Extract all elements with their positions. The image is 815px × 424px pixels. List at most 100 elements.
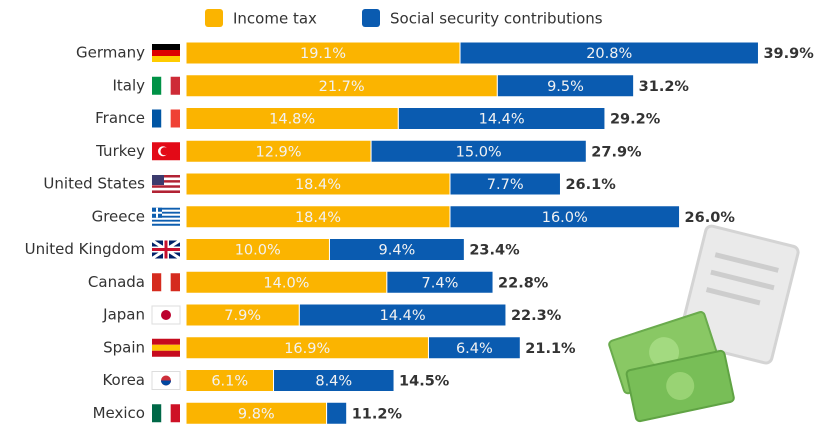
legend-label: Social security contributions (390, 10, 603, 28)
category-label: Germany (76, 44, 145, 62)
flag-part (152, 175, 164, 185)
value-label: 10.0% (235, 243, 281, 259)
flag-part (161, 109, 171, 128)
category-label: France (95, 109, 145, 127)
flag-part (152, 175, 180, 178)
category-label: Japan (102, 306, 145, 324)
flag-part (152, 223, 180, 226)
flag-part (170, 404, 180, 423)
flag (152, 404, 180, 423)
value-label: 7.7% (487, 177, 524, 193)
bar-segment (449, 205, 681, 229)
total-label: 23.4% (469, 243, 520, 259)
flag-part (170, 109, 180, 128)
flag-part (152, 211, 180, 214)
flag-part (152, 50, 180, 56)
value-label: 15.0% (456, 144, 502, 160)
value-label: 14.4% (479, 112, 525, 128)
value-label: 16.0% (542, 210, 588, 226)
flag-part (161, 310, 171, 320)
value-label: 12.9% (256, 144, 302, 160)
bar-segment (427, 336, 521, 360)
flag (151, 305, 181, 325)
flag (152, 207, 180, 226)
total-label: 22.3% (511, 308, 562, 324)
total-label: 14.5% (399, 374, 450, 390)
total-label: 31.2% (639, 79, 690, 95)
flag-part (151, 371, 181, 390)
category-label: Turkey (95, 142, 145, 160)
flag-part (152, 338, 180, 345)
value-label: 7.4% (422, 275, 459, 291)
value-label: 21.7% (319, 79, 365, 95)
flag-part (160, 147, 169, 156)
flag-part (152, 404, 162, 423)
flag-part (152, 344, 180, 351)
category-label: Greece (92, 207, 145, 225)
value-label: 19.1% (300, 46, 346, 62)
value-label: 9.5% (547, 79, 584, 95)
flag-part (152, 56, 180, 62)
legend-swatch (362, 9, 380, 27)
flag (151, 239, 181, 260)
bar-segment (386, 270, 494, 294)
flag-part (152, 180, 180, 183)
flag (152, 142, 180, 161)
flag-part (152, 350, 180, 357)
bar-segment (326, 401, 348, 424)
category-label: Mexico (93, 404, 145, 422)
value-label: 8.4% (315, 374, 352, 390)
value-label: 7.9% (224, 308, 261, 324)
flag-part (152, 182, 180, 186)
flag-part (152, 219, 180, 222)
category-label: Spain (103, 338, 145, 356)
value-label: 18.4% (295, 177, 341, 193)
total-label: 39.9% (763, 46, 814, 62)
bar-segment (397, 107, 606, 130)
total-label: 26.0% (685, 210, 736, 226)
flag-part (152, 177, 180, 181)
flag-part (152, 273, 162, 292)
value-label: 20.8% (586, 46, 632, 62)
value-label: 14.0% (263, 275, 309, 291)
bar-segment (370, 139, 587, 163)
total-label: 27.9% (591, 144, 642, 160)
value-label: 14.8% (269, 112, 315, 128)
legend-swatch (205, 9, 223, 27)
value-label: 6.1% (211, 374, 248, 390)
total-label: 21.1% (525, 341, 576, 357)
bar-segment (328, 238, 465, 261)
flag-part (152, 187, 180, 191)
value-label: 9.4% (378, 243, 415, 259)
flag (152, 109, 180, 128)
legend-label: Income tax (233, 10, 317, 28)
flag-part (152, 217, 180, 220)
value-label: 14.4% (380, 308, 426, 324)
value-label: 18.4% (295, 210, 341, 226)
category-label: United Kingdom (25, 240, 145, 258)
value-label: 16.9% (284, 341, 330, 357)
flag-part (152, 209, 180, 212)
flag-part (152, 76, 162, 95)
flag-part (152, 109, 162, 128)
flag-part (161, 76, 171, 95)
total-label: 29.2% (610, 112, 661, 128)
bar-segment (449, 172, 561, 196)
bar-segment (273, 369, 395, 392)
flag (152, 175, 180, 193)
value-label: 9.8% (238, 406, 275, 422)
flag-part (152, 211, 162, 214)
flag-part (152, 221, 180, 224)
flag (152, 338, 180, 357)
total-label: 26.1% (565, 177, 616, 193)
flag-part (161, 404, 171, 423)
bar-segment (459, 41, 759, 65)
total-label: 22.8% (498, 275, 549, 291)
bar-segment (496, 74, 635, 98)
flag-part (152, 44, 180, 50)
flag-part (152, 207, 180, 210)
total-label: 11.2% (352, 406, 403, 422)
flag-part (161, 380, 171, 386)
flag (152, 76, 180, 95)
value-label: 6.4% (456, 341, 493, 357)
